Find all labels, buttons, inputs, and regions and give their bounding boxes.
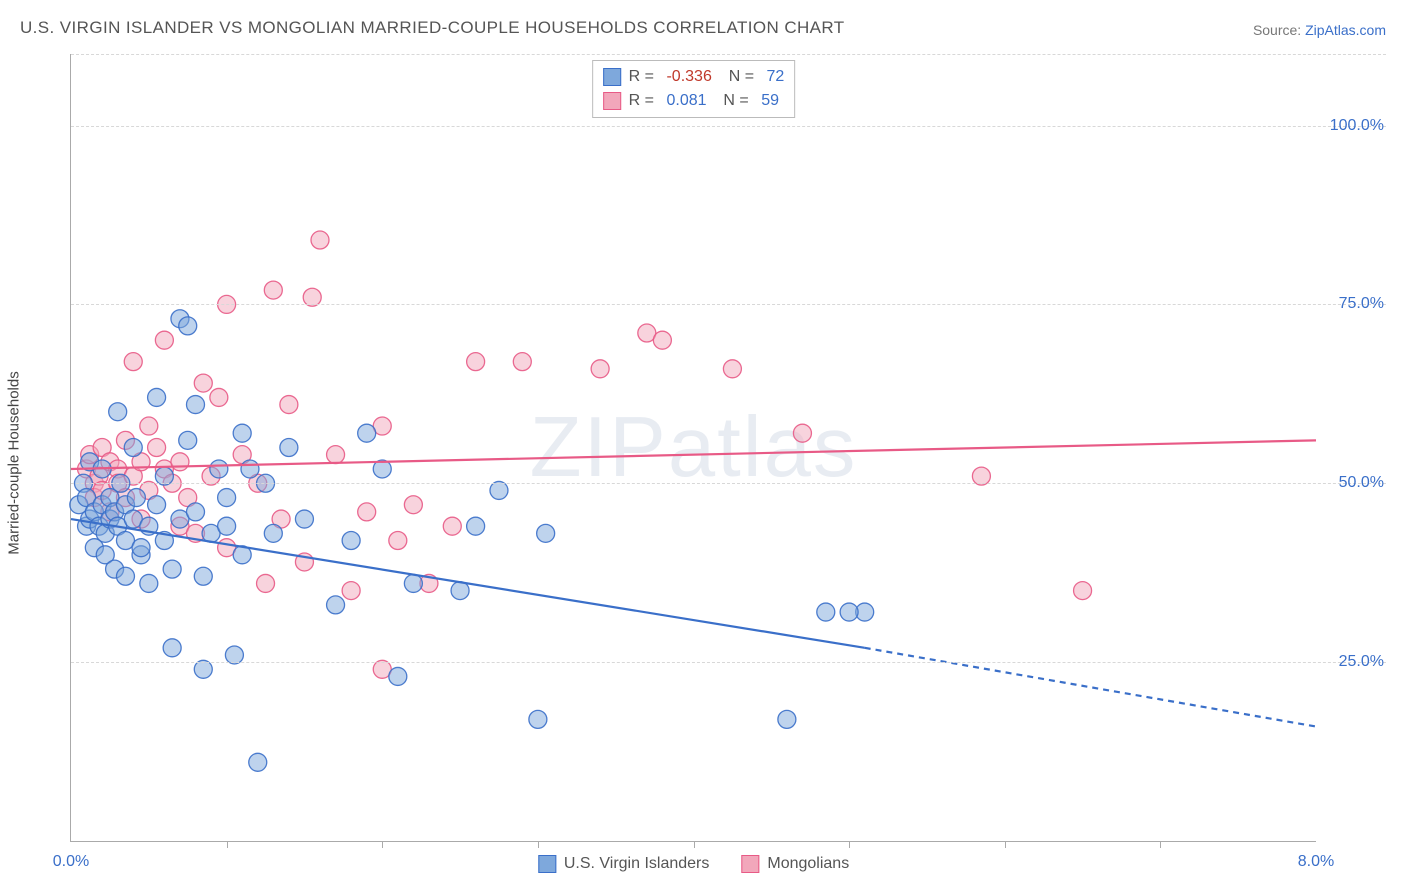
legend-swatch-a: [538, 855, 556, 873]
gridline: [71, 126, 1386, 127]
chart-header: U.S. VIRGIN ISLANDER VS MONGOLIAN MARRIE…: [20, 10, 1386, 38]
legend-swatch-b: [741, 855, 759, 873]
gridline: [71, 483, 1386, 484]
y-tick-label: 25.0%: [1339, 653, 1384, 671]
source-prefix: Source:: [1253, 22, 1305, 38]
gridline: [71, 54, 1386, 55]
series-legend: U.S. Virgin Islanders Mongolians: [538, 855, 849, 873]
x-tick: [382, 841, 383, 848]
plot-svg: [71, 54, 1316, 841]
y-tick-label: 75.0%: [1339, 295, 1384, 313]
plot-region: ZIPatlas R = -0.336 N = 72 R = 0.081 N =…: [70, 54, 1316, 842]
x-tick-label: 0.0%: [53, 853, 89, 871]
chart-area: Married-couple Households ZIPatlas R = -…: [20, 44, 1386, 882]
y-tick-label: 100.0%: [1330, 117, 1384, 135]
series-legend-item-b: Mongolians: [741, 855, 849, 873]
x-tick: [1160, 841, 1161, 848]
y-axis-label: Married-couple Households: [6, 371, 23, 554]
y-tick-label: 50.0%: [1339, 474, 1384, 492]
series-legend-item-a: U.S. Virgin Islanders: [538, 855, 710, 873]
series-b-name: Mongolians: [767, 855, 849, 873]
x-tick: [1005, 841, 1006, 848]
x-tick: [849, 841, 850, 848]
x-tick: [538, 841, 539, 848]
gridline: [71, 662, 1386, 663]
gridline: [71, 304, 1386, 305]
source-attribution: Source: ZipAtlas.com: [1253, 22, 1386, 38]
chart-title: U.S. VIRGIN ISLANDER VS MONGOLIAN MARRIE…: [20, 18, 845, 38]
x-tick: [227, 841, 228, 848]
series-a-name: U.S. Virgin Islanders: [564, 855, 710, 873]
source-link[interactable]: ZipAtlas.com: [1305, 22, 1386, 38]
x-tick-label: 8.0%: [1298, 853, 1334, 871]
x-tick: [694, 841, 695, 848]
